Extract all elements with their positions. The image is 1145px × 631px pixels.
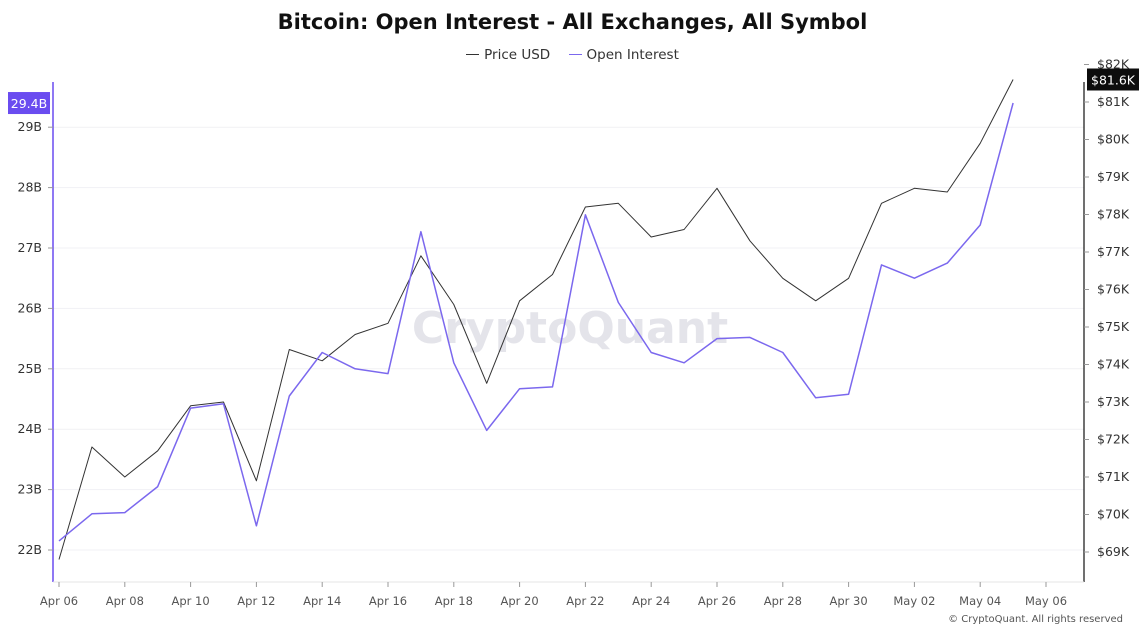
- left-tick-label: 29B: [18, 119, 42, 134]
- series-lines: [58, 79, 1014, 560]
- x-tick-label: Apr 18: [435, 594, 473, 608]
- price-usd-line[interactable]: [58, 79, 1014, 560]
- left-tick-label: 23B: [18, 482, 42, 497]
- chart-title: Bitcoin: Open Interest - All Exchanges, …: [277, 10, 868, 34]
- x-tick-label: Apr 14: [303, 594, 341, 608]
- price-last-value-badge: [1087, 68, 1139, 91]
- copyright-text: © CryptoQuant. All rights reserved: [948, 614, 1123, 625]
- right-tick-label: $77K: [1097, 244, 1130, 259]
- right-tick-label: $76K: [1097, 282, 1130, 297]
- x-tick-label: Apr 06: [40, 594, 78, 608]
- x-tick-label: Apr 16: [369, 594, 407, 608]
- open-interest-last-value: 29.4B: [11, 96, 47, 111]
- right-tick-label: $78K: [1097, 207, 1130, 222]
- x-tick-label: Apr 08: [106, 594, 144, 608]
- legend-item-open-interest[interactable]: Open Interest: [568, 47, 679, 63]
- legend-label-open-interest: Open Interest: [586, 47, 679, 63]
- right-tick-label: $74K: [1097, 357, 1130, 372]
- left-tick-label: 28B: [18, 180, 42, 195]
- open-interest-last-value-badge: [8, 92, 50, 115]
- legend-item-price[interactable]: Price USD: [466, 47, 550, 63]
- x-tick-label: Apr 24: [632, 594, 670, 608]
- open-interest-line[interactable]: [58, 102, 1014, 542]
- axis-labels: 22B 23B 24B 25B 26B 27B 28B 29B $69K $70K $71K $72K…: [8, 57, 1139, 608]
- x-tick-label: May 02: [893, 594, 935, 608]
- x-tick-label: May 06: [1025, 594, 1067, 608]
- x-tick-label: Apr 10: [172, 594, 210, 608]
- watermark-text: CryptoQuant: [412, 303, 728, 354]
- left-tick-label: 24B: [18, 421, 42, 436]
- legend-label-price: Price USD: [484, 47, 551, 63]
- left-tick-label: 27B: [18, 240, 42, 255]
- right-tick-label: $73K: [1097, 394, 1130, 409]
- right-tick-label: $81K: [1097, 94, 1130, 109]
- right-tick-label: $75K: [1097, 319, 1130, 334]
- right-tick-label: $79K: [1097, 169, 1130, 184]
- x-tick-label: Apr 22: [566, 594, 604, 608]
- grid-lines: [53, 126, 1084, 551]
- left-tick-label: 25B: [18, 361, 42, 376]
- x-tick-label: Apr 28: [764, 594, 802, 608]
- right-tick-label: $82K: [1097, 57, 1130, 72]
- x-tick-label: Apr 30: [830, 594, 868, 608]
- axes: [48, 64, 1089, 587]
- right-tick-label: $71K: [1097, 469, 1130, 484]
- x-tick-label: Apr 26: [698, 594, 736, 608]
- x-tick-label: Apr 12: [237, 594, 275, 608]
- chart-legend: Price USD Open Interest: [0, 47, 1145, 63]
- right-tick-label: $80K: [1097, 132, 1130, 147]
- right-tick-label: $69K: [1097, 544, 1130, 559]
- x-tick-label: May 04: [959, 594, 1001, 608]
- left-tick-label: 22B: [18, 542, 42, 557]
- price-last-value: $81.6K: [1091, 73, 1136, 88]
- right-tick-label: $70K: [1097, 507, 1130, 522]
- x-tick-label: Apr 20: [501, 594, 539, 608]
- left-tick-label: 26B: [18, 300, 42, 315]
- open-interest-swatch: [568, 53, 582, 55]
- price-swatch: [466, 53, 480, 55]
- right-tick-label: $72K: [1097, 432, 1130, 447]
